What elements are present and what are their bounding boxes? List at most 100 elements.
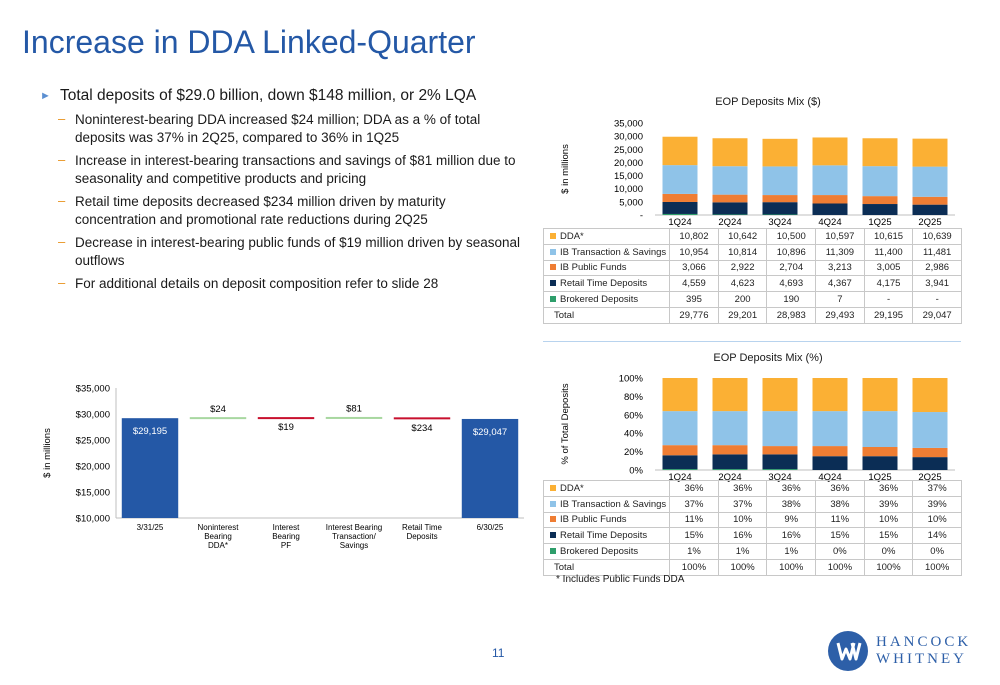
- bar-segment-dda: [912, 138, 948, 167]
- row-label: IB Public Funds: [542, 259, 671, 277]
- table-cell: 38%: [766, 495, 817, 513]
- row-label: Total: [542, 558, 671, 576]
- table-cell: 10%: [863, 511, 914, 529]
- bar-segment-ib_trans: [912, 412, 948, 448]
- row-label: IB Transaction & Savings: [542, 243, 671, 261]
- bar-segment-ib_public: [812, 446, 848, 457]
- bar-segment-ib_trans: [912, 166, 948, 197]
- table-cell: 36%: [766, 480, 817, 497]
- bar-segment-ib_public: [762, 195, 798, 203]
- legend-swatch-icon: [550, 532, 556, 539]
- bar-segment-ib_trans: [662, 165, 698, 194]
- table-cell: 0%: [815, 543, 865, 560]
- table-cell: 190: [766, 291, 817, 308]
- x-tick-label: Bearing: [204, 532, 232, 541]
- table-row: IB Public Funds 11% 10% 9% 11% 10% 10%: [542, 511, 962, 529]
- table-cell: 1%: [669, 543, 719, 560]
- table-cell: 0%: [912, 543, 962, 560]
- table-cell: 14%: [912, 527, 962, 545]
- table-cell: 3,005: [863, 259, 914, 277]
- table-cell: 2,704: [766, 259, 817, 277]
- bar-segment-ib_public: [662, 445, 698, 456]
- table-cell: -: [863, 291, 914, 308]
- table-cell: 39%: [912, 495, 962, 513]
- row-label: Total: [542, 306, 671, 324]
- sub-bullet-text: Increase in interest-bearing transaction…: [75, 153, 516, 186]
- x-tick-label: 2Q25: [918, 217, 941, 228]
- bar-segment-ib_public: [762, 446, 798, 455]
- bar-segment-dda: [862, 138, 898, 167]
- x-tick-label: Transaction/: [332, 532, 377, 541]
- legend-swatch-icon: [550, 296, 556, 303]
- table-row: Total 100% 100% 100% 100% 100% 100%: [542, 558, 962, 576]
- logo-line-1: HANCOCK: [876, 634, 972, 650]
- y-tick-label: 10,000: [614, 184, 643, 195]
- y-tick-label: 40%: [624, 429, 644, 440]
- table-cell: 10%: [912, 511, 962, 529]
- page-title: Increase in DDA Linked-Quarter: [22, 24, 476, 60]
- x-tick-label: 6/30/25: [477, 523, 504, 532]
- x-tick-label: 1Q25: [868, 472, 891, 483]
- bar-segment-retail_time: [712, 202, 748, 215]
- hancock-whitney-logo-icon: [828, 631, 868, 671]
- table-cell: 1%: [766, 543, 817, 560]
- y-tick-label: 60%: [624, 410, 644, 421]
- bullet-list: ► Total deposits of $29.0 billion, down …: [40, 86, 530, 298]
- bar-segment-dda: [812, 137, 848, 166]
- table-row: Retail Time Deposits 15% 16% 16% 15% 15% 14%: [542, 527, 962, 545]
- table-cell: 1%: [717, 543, 768, 560]
- y-tick-label: $30,000: [76, 410, 110, 421]
- x-tick-label: 1Q24: [668, 472, 691, 483]
- row-label: DDA*: [542, 228, 671, 245]
- y-axis-label: $ in millions: [560, 144, 571, 194]
- table-cell: 11,400: [863, 243, 914, 261]
- sub-bullet: – For additional details on deposit compo…: [40, 275, 530, 293]
- table-cell: 10,802: [669, 228, 719, 245]
- y-tick-label: 15,000: [614, 171, 643, 182]
- bar-segment-dda: [762, 378, 798, 412]
- sub-bullet-text: Noninterest-bearing DDA increased $24 mi…: [75, 112, 481, 145]
- bar-segment-dda: [812, 378, 848, 412]
- waterfall-total-bar: [121, 418, 179, 518]
- table-cell: 4,175: [863, 275, 914, 293]
- arrow-bullet-icon: ►: [40, 90, 51, 102]
- table-cell: 2,986: [912, 259, 962, 277]
- y-tick-label: $15,000: [76, 488, 110, 499]
- legend-swatch-icon: [550, 232, 556, 239]
- table-cell: 10,896: [766, 243, 817, 261]
- y-tick-label: $35,000: [76, 384, 110, 395]
- table-cell: 100%: [669, 558, 719, 576]
- percent-mix-table: DDA* 36% 36% 36% 36% 36% 37% IB Transaction & S…: [542, 480, 962, 576]
- table-row: IB Public Funds 3,066 2,922 2,704 3,213 3,005…: [542, 259, 962, 277]
- x-tick-label: Deposits: [406, 532, 437, 541]
- x-tick-label: Interest: [273, 523, 300, 532]
- x-tick-label: PF: [281, 541, 291, 550]
- legend-swatch-icon: [550, 500, 556, 507]
- dash-bullet-icon: –: [58, 111, 66, 126]
- y-tick-label: 20,000: [614, 158, 643, 169]
- x-tick-label: 2Q24: [718, 217, 741, 228]
- percent-mix-chart: % of Total Deposits 0% 20% 40% 60% 80% 100% 1Q2…: [560, 374, 955, 483]
- bar-segment-ib_trans: [662, 411, 698, 446]
- table-cell: 29,047: [912, 306, 962, 324]
- table-cell: 3,941: [912, 275, 962, 293]
- table-cell: 29,201: [717, 306, 768, 324]
- table-cell: 200: [717, 291, 768, 308]
- x-tick-label: 1Q25: [868, 217, 891, 228]
- table-row: Total 29,776 29,201 28,983 29,493 29,195 29,04…: [542, 306, 962, 324]
- bar-segment-brokered: [712, 214, 748, 215]
- table-cell: 36%: [669, 480, 719, 497]
- table-cell: 15%: [815, 527, 865, 545]
- dash-bullet-icon: –: [58, 152, 66, 167]
- y-tick-label: 100%: [619, 374, 644, 385]
- table-cell: 16%: [766, 527, 817, 545]
- table-cell: 38%: [815, 495, 865, 513]
- bar-segment-retail_time: [912, 457, 948, 470]
- legend-swatch-icon: [550, 548, 556, 555]
- table-cell: 11%: [669, 511, 719, 529]
- table-cell: 100%: [815, 558, 865, 576]
- data-label: $29,047: [473, 427, 507, 438]
- bar-segment-ib_public: [662, 193, 698, 202]
- footnote: * Includes Public Funds DDA: [556, 574, 685, 585]
- y-tick-label: 25,000: [614, 145, 643, 156]
